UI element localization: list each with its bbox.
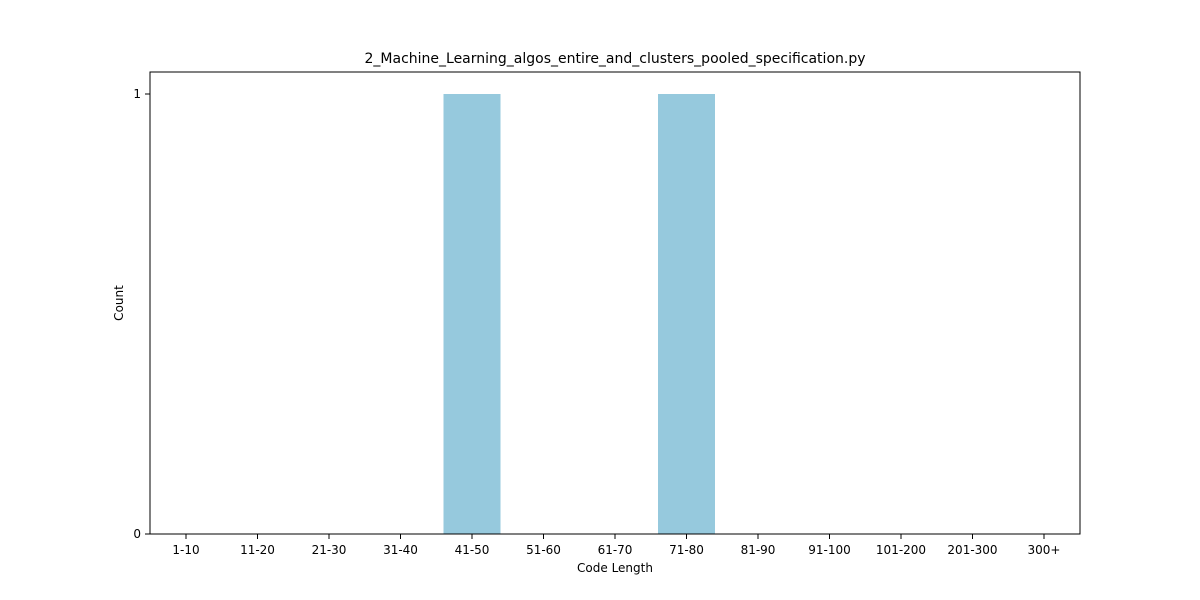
x-tick-label: 201-300	[947, 543, 997, 557]
y-tick-label: 1	[133, 87, 141, 101]
x-tick-label: 61-70	[598, 543, 633, 557]
y-axis-ticks: 01	[133, 87, 150, 541]
x-tick-label: 101-200	[876, 543, 926, 557]
x-tick-label: 21-30	[312, 543, 347, 557]
x-tick-label: 300+	[1028, 543, 1061, 557]
x-tick-label: 1-10	[172, 543, 199, 557]
x-axis-label: Code Length	[577, 561, 653, 575]
plot-area-frame	[150, 72, 1080, 534]
x-tick-label: 11-20	[240, 543, 275, 557]
x-tick-label: 81-90	[741, 543, 776, 557]
bar-71-80	[658, 94, 715, 534]
bar-41-50	[444, 94, 501, 534]
x-tick-label: 51-60	[526, 543, 561, 557]
x-axis-ticks: 1-10 11-20 21-30 31-40 41-50 51-60 61-70 71-80 8…	[172, 534, 1060, 557]
chart-title: 2_Machine_Learning_algos_entire_and_clus…	[365, 51, 866, 67]
x-tick-label: 71-80	[669, 543, 704, 557]
x-tick-label: 31-40	[383, 543, 418, 557]
x-tick-label: 91-100	[808, 543, 851, 557]
y-axis-label: Count	[112, 285, 126, 321]
x-tick-label: 41-50	[455, 543, 490, 557]
bars-layer	[444, 94, 716, 534]
y-tick-label: 0	[133, 527, 141, 541]
